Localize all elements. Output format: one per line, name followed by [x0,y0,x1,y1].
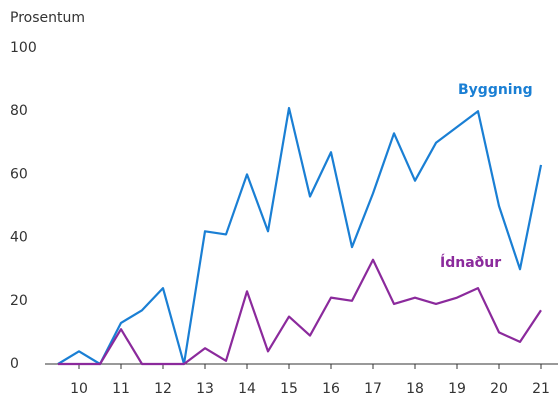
x-tick-label: 18 [406,381,424,397]
x-tick-label: 14 [238,381,256,397]
y-tick-label: 20 [10,293,28,309]
x-tick-label: 13 [196,381,214,397]
x-tick-label: 20 [490,381,508,397]
x-tick-label: 17 [364,381,382,397]
x-tick-label: 11 [112,381,130,397]
x-tick-label: 15 [280,381,298,397]
x-tick-label: 21 [532,381,550,397]
y-tick-label: 100 [10,40,37,56]
y-tick-label: 60 [10,166,28,182]
series-line [57,106,543,366]
y-tick-label: 80 [10,103,28,119]
x-tick-label: 12 [154,381,172,397]
y-tick-label: 40 [10,230,28,246]
y-axis-label: Prosentum [10,10,85,26]
y-tick-label: 0 [10,356,19,372]
x-tick-label: 16 [322,381,340,397]
x-tick-label: 10 [70,381,88,397]
x-tick-label: 19 [448,381,466,397]
series-line [58,258,542,366]
series-label: Ídnaður [440,254,501,271]
series-label: Byggning [458,82,533,98]
